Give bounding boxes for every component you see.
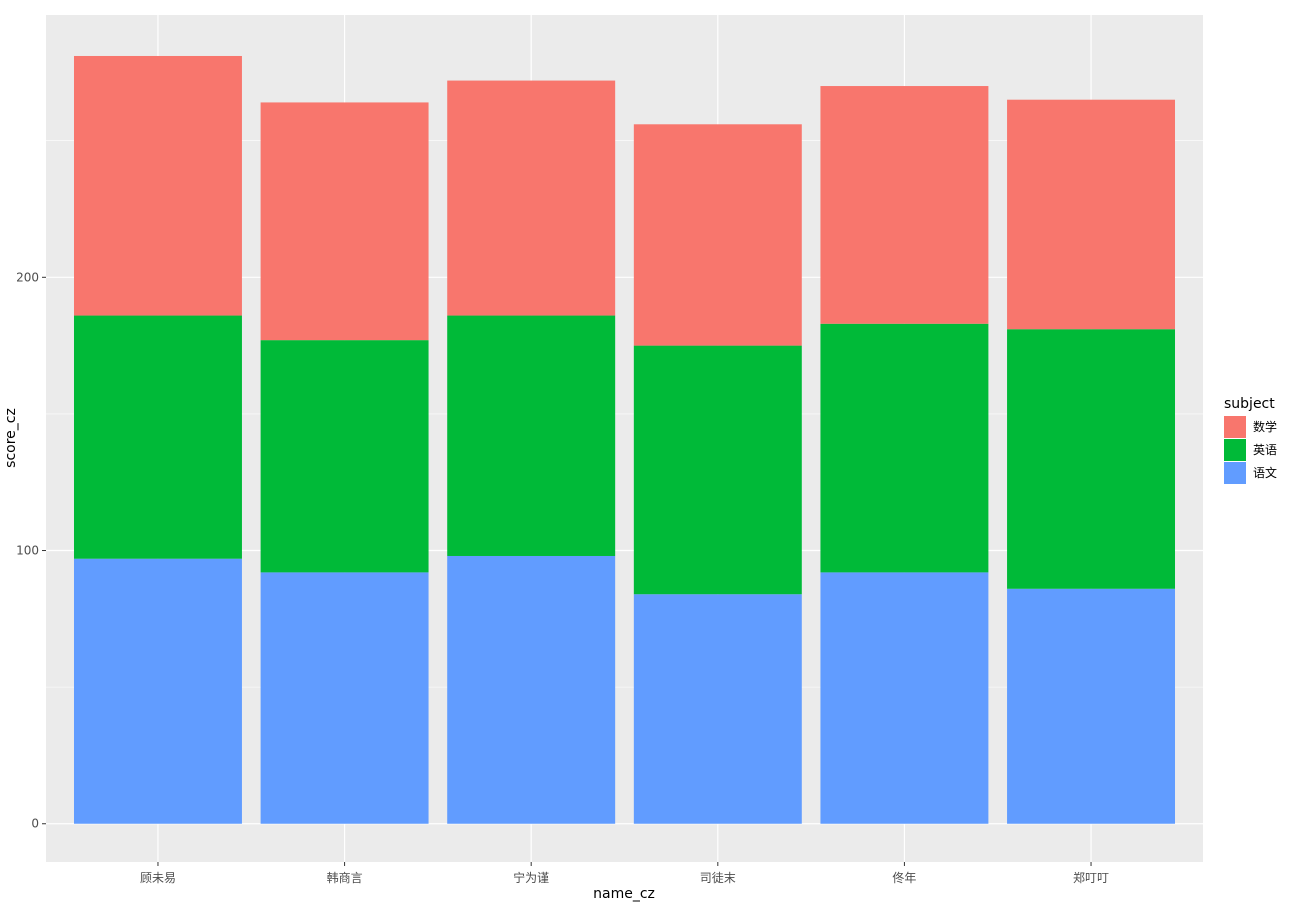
bar-segment	[447, 80, 616, 316]
axes: 0 100 200 顾未易 韩商言 宁为谨 司徒末 佟年 郑叮叮	[16, 270, 1109, 885]
y-axis-title: score_cz	[3, 408, 19, 468]
y-tick-label: 200	[16, 270, 39, 284]
bar-segment	[820, 86, 989, 324]
legend-label: 数学	[1253, 419, 1277, 434]
bar-segment	[260, 572, 429, 824]
bars	[73, 55, 1176, 824]
legend-label: 英语	[1253, 443, 1277, 457]
legend-key	[1224, 462, 1246, 484]
bar-segment	[447, 555, 616, 824]
x-tick-label: 顾未易	[140, 871, 176, 885]
legend-key	[1224, 416, 1246, 438]
x-tick-label: 韩商言	[327, 870, 363, 885]
bar-segment	[260, 340, 429, 573]
x-axis-title: name_cz	[593, 886, 655, 902]
x-tick-label: 司徒末	[700, 871, 736, 885]
bar-segment	[633, 594, 802, 824]
bar-segment	[820, 323, 989, 573]
bar-segment	[73, 55, 242, 316]
bar-segment	[1007, 329, 1176, 589]
legend-title: subject	[1224, 396, 1275, 412]
x-tick-label: 郑叮叮	[1073, 870, 1109, 885]
bar-segment	[73, 315, 242, 559]
x-tick-label: 宁为谨	[513, 870, 549, 885]
x-tick-label: 佟年	[892, 870, 916, 885]
y-tick-label: 0	[31, 817, 39, 831]
bar-segment	[820, 572, 989, 824]
bar-segment	[447, 315, 616, 556]
bar-segment	[1007, 99, 1176, 330]
bar-segment	[260, 102, 429, 341]
legend-key	[1224, 439, 1246, 461]
bar-segment	[633, 345, 802, 595]
legend-label: 语文	[1253, 465, 1277, 480]
bar-segment	[73, 558, 242, 824]
y-tick-label: 100	[16, 544, 39, 558]
bar-segment	[633, 124, 802, 346]
bar-segment	[1007, 588, 1176, 824]
